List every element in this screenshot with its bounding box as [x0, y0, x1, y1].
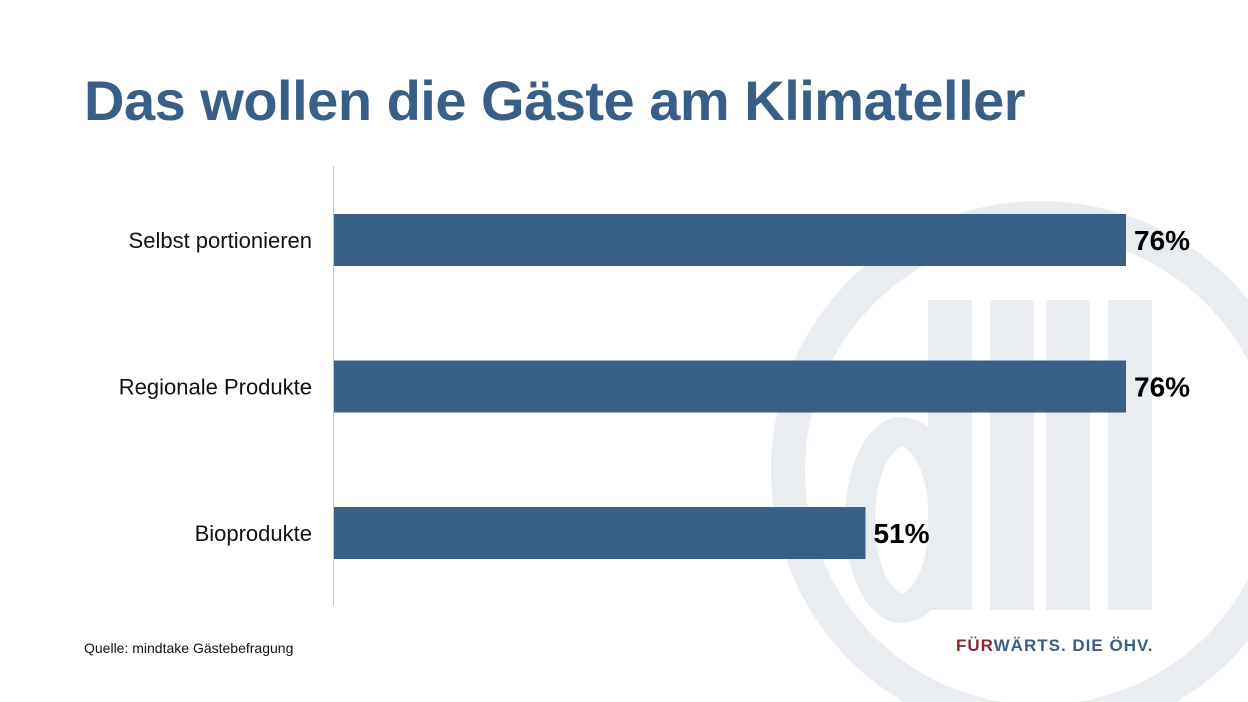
source-note: Quelle: mindtake Gästebefragung [84, 640, 294, 656]
bar [334, 507, 866, 559]
category-label: Selbst portionieren [129, 228, 312, 253]
slogan-text: WÄRTS. DIE ÖHV. [993, 636, 1154, 655]
slogan-accent: FÜR [956, 636, 994, 655]
brand-slogan: FÜRWÄRTS. DIE ÖHV. [956, 636, 1153, 656]
bar [334, 360, 1126, 413]
page-title: Das wollen die Gäste am Klimateller [84, 69, 1026, 132]
category-label: Bioprodukte [195, 521, 312, 546]
bar-value-label: 76% [1134, 372, 1190, 403]
category-label: Regionale Produkte [119, 375, 312, 400]
bar-value-label: 51% [873, 518, 929, 549]
bar [334, 214, 1126, 266]
bar-value-label: 76% [1134, 225, 1190, 256]
